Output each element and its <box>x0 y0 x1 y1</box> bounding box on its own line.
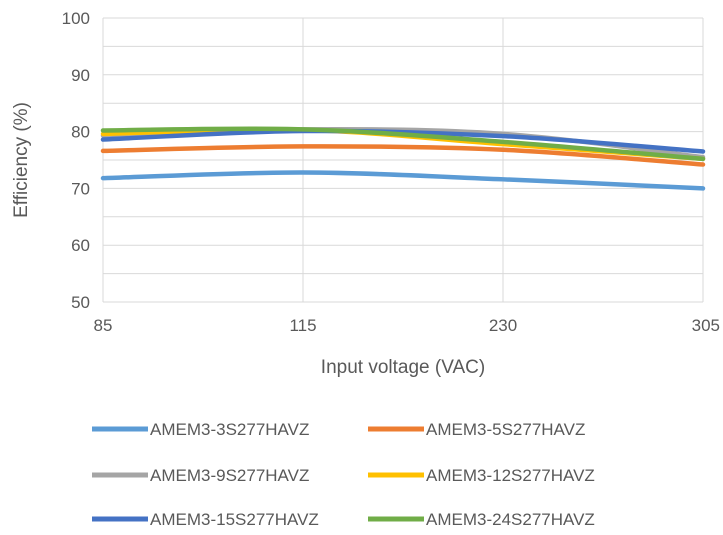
x-tick-label: 305 <box>692 316 720 335</box>
y-tick-label: 70 <box>71 179 90 198</box>
legend: AMEM3-3S277HAVZ AMEM3-5S277HAVZ AMEM3-9S27… <box>92 420 595 529</box>
x-tick-label: 85 <box>94 316 113 335</box>
series-lines <box>100 126 706 191</box>
legend-label: AMEM3-9S277HAVZ <box>150 466 309 485</box>
series-line-1 <box>100 170 706 191</box>
x-axis-ticks: 85 115 230 305 <box>94 316 720 335</box>
legend-label: AMEM3-24S277HAVZ <box>426 510 595 529</box>
series-line-6 <box>100 126 706 162</box>
y-tick-label: 60 <box>71 236 90 255</box>
series-line-2 <box>100 144 706 167</box>
legend-label: AMEM3-15S277HAVZ <box>150 510 319 529</box>
x-axis-title: Input voltage (VAC) <box>321 357 485 378</box>
y-axis-title: Efficiency (%) <box>11 102 32 218</box>
y-tick-label: 100 <box>62 9 90 28</box>
x-tick-label: 230 <box>489 316 517 335</box>
y-tick-label: 50 <box>71 293 90 312</box>
y-axis-ticks: 50 60 70 80 90 100 <box>62 9 90 312</box>
legend-label: AMEM3-12S277HAVZ <box>426 466 595 485</box>
series-line-5 <box>100 128 706 154</box>
gridlines <box>102 17 704 303</box>
y-tick-label: 90 <box>71 66 90 85</box>
y-tick-label: 80 <box>71 123 90 142</box>
x-tick-label: 115 <box>289 316 316 335</box>
legend-label: AMEM3-3S277HAVZ <box>150 420 309 439</box>
legend-label: AMEM3-5S277HAVZ <box>426 420 585 439</box>
